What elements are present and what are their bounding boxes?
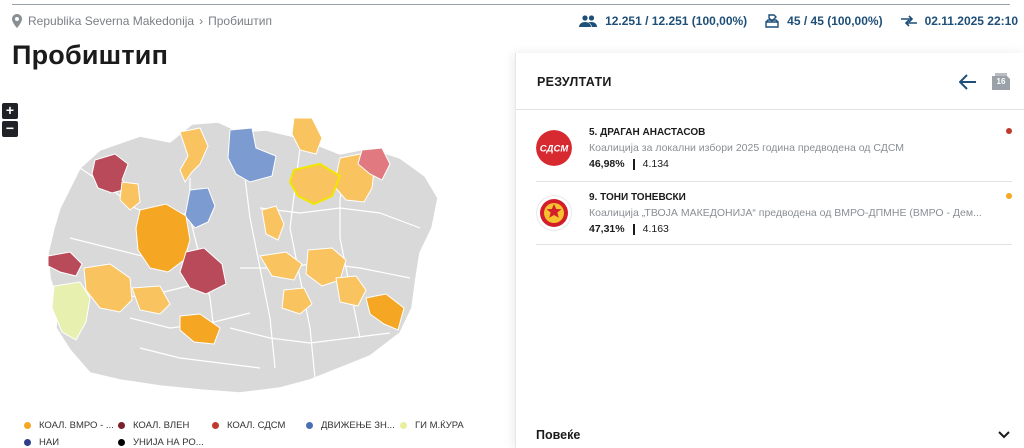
page-title: Пробиштип bbox=[12, 40, 169, 70]
candidate-coalition: Коалиција за локални избори 2025 година … bbox=[589, 142, 905, 154]
legend-label: ГИ М.ЌУРА bbox=[415, 420, 464, 431]
legend-color-dot bbox=[118, 439, 125, 446]
region-vmro-7[interactable] bbox=[259, 251, 303, 281]
legend-item[interactable]: КОАЛ. ВЛЕН bbox=[118, 420, 212, 431]
vmro-logo-icon bbox=[536, 195, 572, 231]
region-sdsm[interactable] bbox=[357, 147, 391, 181]
legend-label: КОАЛ. СДСМ bbox=[227, 420, 286, 431]
legend-item[interactable]: УНИЈА НА РО... bbox=[118, 437, 212, 448]
region-vmro-5[interactable] bbox=[131, 285, 171, 315]
candidate-votes: 46,98% 4.134 bbox=[589, 158, 669, 170]
region-vlen-center[interactable] bbox=[179, 247, 227, 295]
document-badge-icon bbox=[992, 73, 1010, 90]
map-svg[interactable] bbox=[40, 117, 470, 398]
region-vmro-6[interactable] bbox=[179, 313, 221, 345]
zoom-in-button[interactable]: + bbox=[2, 103, 18, 119]
breadcrumb-country[interactable]: Republika Severna Makedonija bbox=[28, 14, 195, 28]
results-header: РЕЗУЛТАТИ 16 bbox=[516, 53, 1024, 110]
round-badge[interactable]: 16 bbox=[992, 73, 1010, 90]
region-vmro-west[interactable] bbox=[83, 263, 133, 313]
top-divider bbox=[12, 4, 1010, 5]
region-vmro-3[interactable] bbox=[291, 117, 323, 155]
results-panel: РЕЗУЛТАТИ 16 СДСМ 5. ДРАГАН АНАСТАСОВ Ко… bbox=[515, 53, 1024, 448]
sdsm-logo-text: СДСМ bbox=[540, 144, 570, 155]
zoom-out-button[interactable]: − bbox=[2, 121, 18, 137]
vote-percent: 47,31% bbox=[589, 223, 625, 235]
legend-label: КОАЛ. ВЛЕН bbox=[133, 420, 190, 431]
vote-count: 4.163 bbox=[642, 223, 669, 235]
updated-time: 02.11.2025 22:10 bbox=[924, 14, 1018, 28]
separator bbox=[632, 223, 635, 235]
stations-count: 45 / 45 (100,00%) bbox=[787, 14, 883, 28]
location-pin-icon bbox=[12, 14, 22, 28]
region-vmro-2[interactable] bbox=[179, 127, 209, 184]
legend-label: ДВИЖЕЊЕ ЗН... bbox=[321, 420, 395, 431]
vote-percent: 46,98% bbox=[589, 158, 625, 170]
region-vmro-12[interactable] bbox=[261, 205, 285, 241]
legend-item[interactable]: НАИ bbox=[24, 437, 118, 448]
candidate-name: 5. ДРАГАН АНАСТАСОВ bbox=[589, 127, 706, 138]
legend-label: УНИЈА НА РО... bbox=[133, 437, 204, 448]
legend-color-dot bbox=[24, 422, 31, 429]
voters-count: 12.251 / 12.251 (100,00%) bbox=[605, 14, 748, 28]
people-icon bbox=[579, 15, 598, 27]
candidate-coalition: Коалиција „ТВОЈА МАКЕДОНИЈА“ предводена … bbox=[589, 207, 982, 219]
candidate-name: 9. ТОНИ ТОНЕВСКИ bbox=[589, 192, 686, 203]
round-number: 16 bbox=[996, 77, 1006, 86]
map-legend: КОАЛ. ВМРО - ... КОАЛ. ВЛЕН КОАЛ. СДСМ ДВИЖ… bbox=[24, 417, 494, 448]
legend-color-dot bbox=[400, 422, 407, 429]
legend-item[interactable]: КОАЛ. СДСМ bbox=[212, 420, 306, 431]
results-title: РЕЗУЛТАТИ bbox=[537, 75, 612, 89]
more-label: Повеќе bbox=[536, 428, 581, 442]
legend-item[interactable]: ДВИЖЕЊЕ ЗН... bbox=[306, 420, 400, 431]
sdsm-logo-icon: СДСМ bbox=[536, 130, 572, 166]
legend-label: НАИ bbox=[39, 437, 60, 448]
region-vlen-west[interactable] bbox=[47, 251, 83, 277]
breadcrumb-municipality: Пробиштип bbox=[208, 14, 272, 28]
legend-color-dot bbox=[24, 439, 31, 446]
region-vmro-large[interactable] bbox=[135, 203, 191, 273]
region-vmro-10[interactable] bbox=[335, 275, 367, 307]
party-color-dot bbox=[1006, 193, 1012, 199]
region-probishtip-selected[interactable] bbox=[288, 162, 342, 206]
party-color-dot bbox=[1006, 128, 1012, 134]
stats-bar: 12.251 / 12.251 (100,00%) 45 / 45 (100,0… bbox=[579, 11, 1018, 31]
separator bbox=[632, 158, 635, 170]
sync-arrows-icon bbox=[900, 15, 917, 27]
legend-label: КОАЛ. ВМРО - ... bbox=[39, 420, 114, 431]
chevron-right-icon: › bbox=[199, 14, 204, 28]
region-vmro-9[interactable] bbox=[281, 287, 313, 315]
region-gi-kura[interactable] bbox=[51, 281, 91, 341]
legend-item[interactable]: КОАЛ. ВМРО - ... bbox=[24, 420, 118, 431]
updated-stat: 02.11.2025 22:10 bbox=[900, 14, 1018, 28]
legend-item[interactable]: ГИ М.ЌУРА bbox=[400, 420, 494, 431]
back-arrow-icon[interactable] bbox=[959, 73, 977, 91]
legend-color-dot bbox=[118, 422, 125, 429]
region-vmro-11[interactable] bbox=[365, 293, 405, 331]
legend-color-dot bbox=[306, 422, 313, 429]
municipality-map[interactable] bbox=[40, 117, 470, 398]
more-toggle[interactable]: Повеќе bbox=[536, 426, 1010, 446]
vote-count: 4.134 bbox=[642, 158, 669, 170]
voters-stat: 12.251 / 12.251 (100,00%) bbox=[579, 14, 747, 28]
region-vmro-1[interactable] bbox=[119, 181, 141, 211]
result-item[interactable]: СДСМ 5. ДРАГАН АНАСТАСОВ Коалиција за ло… bbox=[536, 123, 1012, 182]
breadcrumb: Republika Severna Makedonija › Пробиштип bbox=[12, 13, 272, 29]
legend-color-dot bbox=[212, 422, 219, 429]
legend-row: НАИ УНИЈА НА РО... bbox=[24, 434, 494, 448]
region-znam-1[interactable] bbox=[227, 127, 277, 183]
stations-stat: 45 / 45 (100,00%) bbox=[765, 14, 883, 28]
map-zoom-controls: + − bbox=[2, 103, 18, 137]
result-item[interactable]: 9. ТОНИ ТОНЕВСКИ Коалиција „ТВОЈА МАКЕДО… bbox=[536, 188, 1012, 245]
legend-row: КОАЛ. ВМРО - ... КОАЛ. ВЛЕН КОАЛ. СДСМ ДВИЖ… bbox=[24, 417, 494, 434]
chevron-down-icon bbox=[998, 431, 1010, 439]
candidate-votes: 47,31% 4.163 bbox=[589, 223, 669, 235]
ballot-box-icon bbox=[765, 14, 779, 28]
